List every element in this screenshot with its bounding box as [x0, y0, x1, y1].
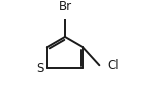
- Text: Cl: Cl: [108, 59, 119, 72]
- Text: S: S: [36, 62, 43, 75]
- Text: Br: Br: [58, 0, 72, 13]
